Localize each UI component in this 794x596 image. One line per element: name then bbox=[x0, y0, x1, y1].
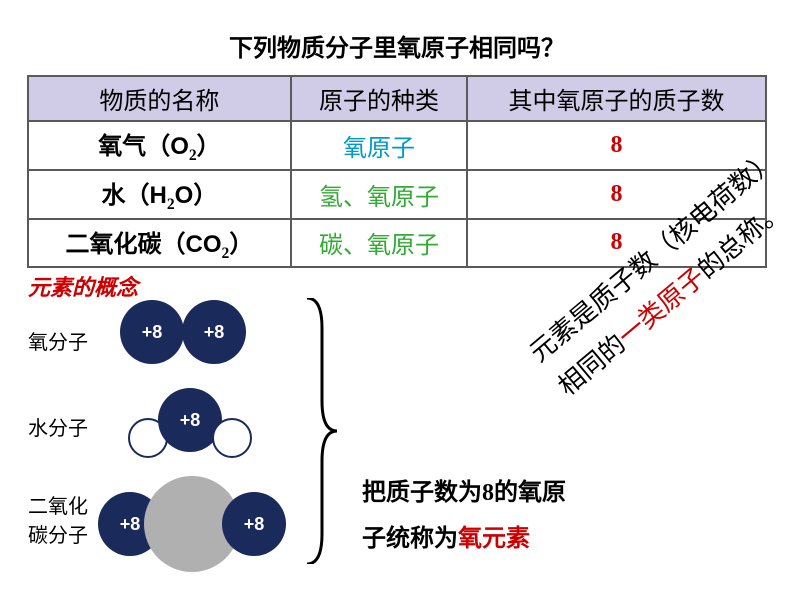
concept-label: 元素的概念 bbox=[28, 270, 138, 302]
page-title: 下列物质分子里氧原子相同吗？ bbox=[0, 0, 794, 75]
cell-name: 氧气（O2） bbox=[28, 121, 291, 170]
oxygen-atom: +8 bbox=[182, 300, 246, 364]
th-name: 物质的名称 bbox=[28, 76, 291, 121]
oxygen-atom: +8 bbox=[120, 300, 184, 364]
th-protons: 其中氧原子的质子数 bbox=[467, 76, 766, 121]
label-h2o: 水分子 bbox=[28, 412, 88, 441]
cell-atoms: 氧原子 bbox=[291, 121, 467, 170]
label-o2: 氧分子 bbox=[28, 326, 88, 355]
hydrogen-atom bbox=[212, 418, 252, 458]
cell-name: 二氧化碳（CO2） bbox=[28, 219, 291, 268]
th-atoms: 原子的种类 bbox=[291, 76, 467, 121]
summary-text: 把质子数为8的氧原 子统称为氧元素 bbox=[362, 470, 566, 562]
label-co2: 二氧化 碳分子 bbox=[28, 490, 88, 548]
cell-atoms: 碳、氧原子 bbox=[291, 219, 467, 268]
table-header-row: 物质的名称 原子的种类 其中氧原子的质子数 bbox=[28, 76, 766, 121]
table-row: 水（H2O） 氢、氧原子 8 bbox=[28, 170, 766, 219]
brace-icon bbox=[302, 298, 342, 564]
table-row: 氧气（O2） 氧原子 8 bbox=[28, 121, 766, 170]
cell-count: 8 bbox=[467, 121, 766, 170]
cell-name: 水（H2O） bbox=[28, 170, 291, 219]
cell-atoms: 氢、氧原子 bbox=[291, 170, 467, 219]
oxygen-atom: +8 bbox=[222, 492, 286, 556]
